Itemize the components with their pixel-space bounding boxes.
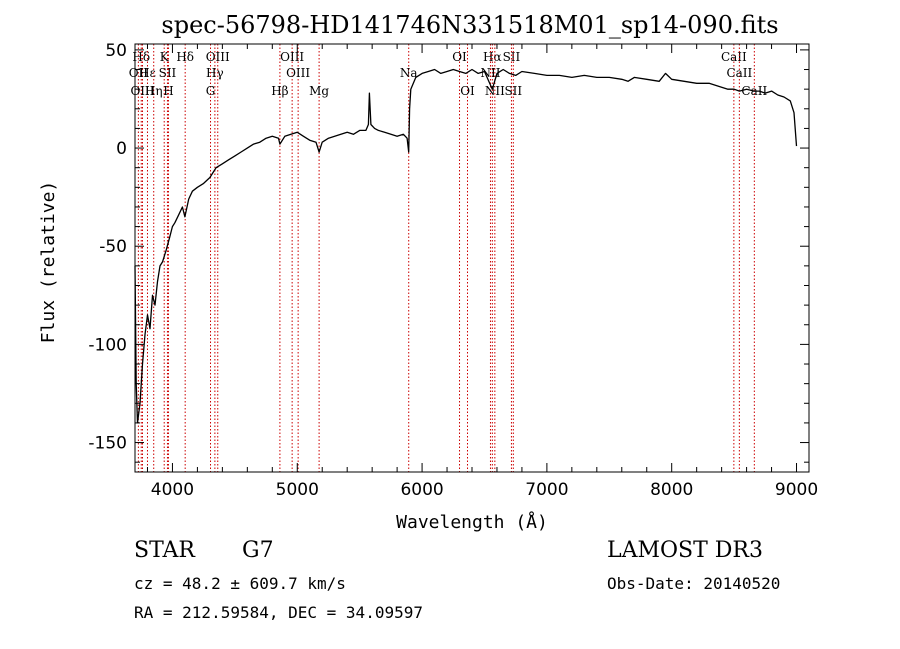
x-tick-label: 7000 xyxy=(525,480,568,500)
y-axis-label: Flux (relative) xyxy=(38,181,59,344)
coordinates: RA = 212.59584, DEC = 34.09597 xyxy=(134,603,423,622)
series-layer xyxy=(134,68,798,424)
y-tick-label: 0 xyxy=(116,139,127,159)
spectral-line-label: OIII xyxy=(286,66,310,80)
spectral-line-label: G xyxy=(206,84,216,98)
spectrum-line xyxy=(134,68,798,424)
y-tick-label: -100 xyxy=(88,335,127,355)
spectral-line-label: SII xyxy=(503,50,521,64)
x-tick-label: 4000 xyxy=(151,480,194,500)
x-tick-label: 8000 xyxy=(650,480,693,500)
x-tick-label: 9000 xyxy=(775,480,818,500)
spectral-line-label: Mg xyxy=(309,84,329,98)
spectral-line-label: K xyxy=(160,50,170,64)
spectral-line-label: CaII xyxy=(721,50,747,64)
spectral-line-markers: Hδ OII OIII Hε Hη K SII H Hδ OIII Hγ G Hβ OIII OIII Mg N… xyxy=(129,44,767,472)
spectral-line-label: OIII xyxy=(130,84,154,98)
x-tick-label: 5000 xyxy=(276,480,319,500)
spectral-line-label: OI xyxy=(460,84,475,98)
spectral-line-label: OI xyxy=(452,50,467,64)
spectral-line-label: SII xyxy=(159,66,177,80)
chart-title: spec-56798-HD141746N331518M01_sp14-090.f… xyxy=(161,11,778,39)
spectral-line-label: H xyxy=(163,84,173,98)
y-tick-label: 50 xyxy=(105,41,127,61)
spectral-line-label: OII xyxy=(129,66,149,80)
spectral-line-label: CaII xyxy=(726,66,752,80)
spectral-line-label: SII xyxy=(504,84,522,98)
survey-name: LAMOST DR3 xyxy=(607,538,763,563)
spectral-line-label: Na xyxy=(400,66,418,80)
spectral-line-label: Hδ xyxy=(132,50,150,64)
spectral-line-label: Hβ xyxy=(271,84,288,98)
redshift-value: cz = 48.2 ± 609.7 km/s xyxy=(134,574,346,593)
y-tick-label: -50 xyxy=(99,237,127,257)
y-tick-label: -150 xyxy=(88,434,127,454)
axis-ticks: 4000 5000 6000 7000 8000 9000 -150 -100 -50 0 50 xyxy=(88,41,818,500)
spectral-line-label: OIII xyxy=(206,50,230,64)
spectral-line-label: NII xyxy=(485,84,505,98)
x-axis-label: Wavelength (Å) xyxy=(396,511,548,533)
spectral-line-label: Hγ xyxy=(206,66,224,80)
x-tick-label: 6000 xyxy=(400,480,443,500)
spectral-line-label: Hα xyxy=(483,50,502,64)
spectral-line-label: Hε xyxy=(139,66,156,80)
plot-frame xyxy=(134,43,810,473)
observation-date: Obs-Date: 20140520 xyxy=(607,574,781,593)
object-class: STAR xyxy=(134,538,195,563)
spectral-line-label: Hη xyxy=(145,84,163,98)
spectral-line-label: OIII xyxy=(280,50,304,64)
spectral-line-label: Hδ xyxy=(176,50,194,64)
object-subclass: G7 xyxy=(242,538,274,563)
